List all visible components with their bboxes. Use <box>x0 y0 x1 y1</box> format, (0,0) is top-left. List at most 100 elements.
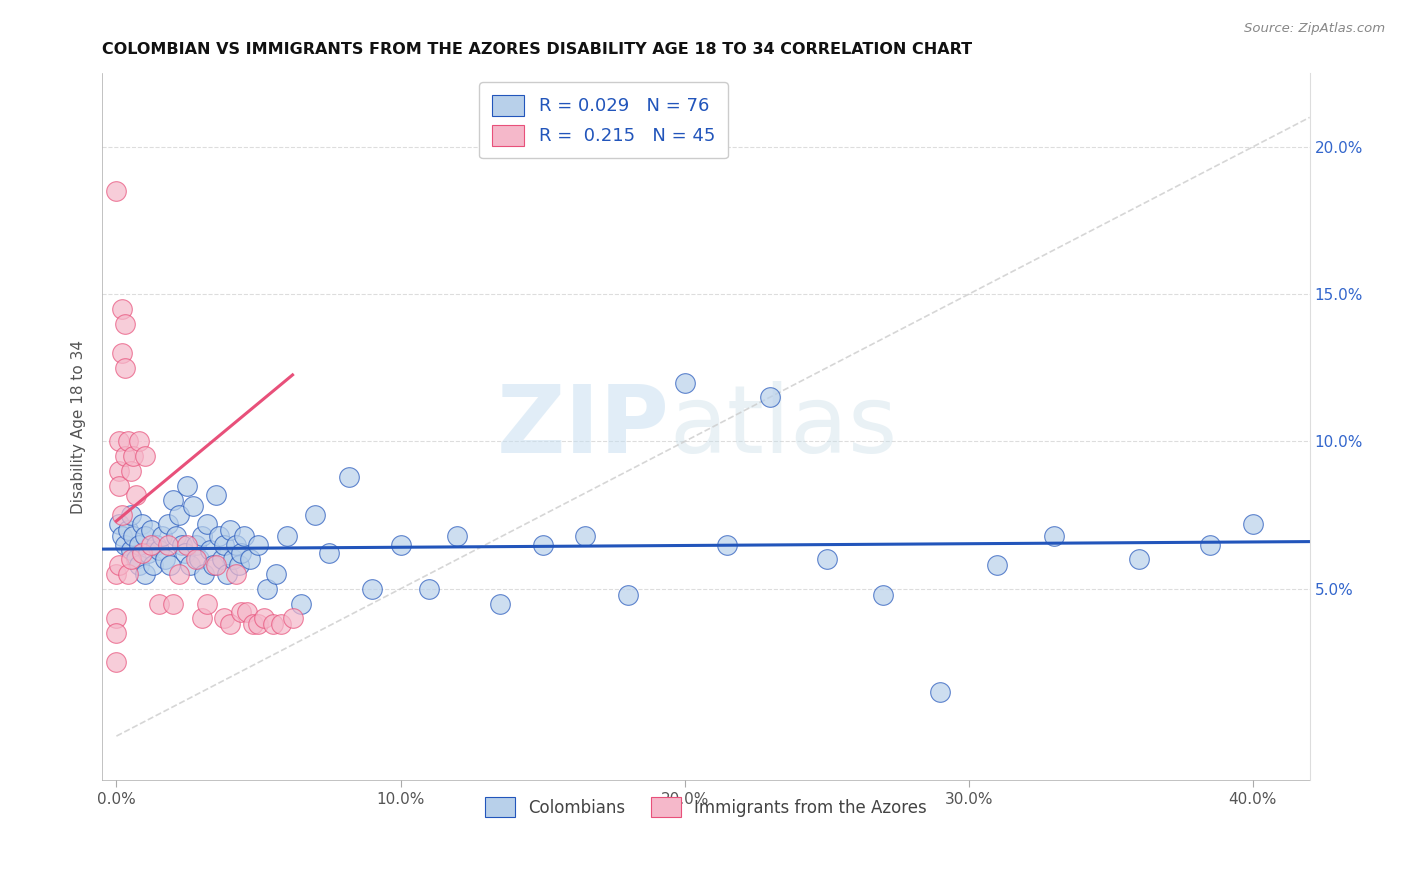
Point <box>114 538 136 552</box>
Point <box>120 543 142 558</box>
Point <box>389 538 412 552</box>
Point <box>242 617 264 632</box>
Point <box>190 611 212 625</box>
Point <box>165 529 187 543</box>
Point <box>108 464 131 478</box>
Point <box>176 538 198 552</box>
Point <box>120 464 142 478</box>
Point <box>128 558 150 573</box>
Point <box>205 558 228 573</box>
Point <box>111 508 134 523</box>
Point <box>162 597 184 611</box>
Point <box>181 500 204 514</box>
Point <box>105 626 128 640</box>
Point <box>247 617 270 632</box>
Text: Source: ZipAtlas.com: Source: ZipAtlas.com <box>1244 22 1385 36</box>
Point <box>153 552 176 566</box>
Point <box>114 360 136 375</box>
Point <box>190 529 212 543</box>
Point <box>239 552 262 566</box>
Point <box>815 552 838 566</box>
Point <box>142 558 165 573</box>
Point <box>134 529 156 543</box>
Point <box>120 508 142 523</box>
Point <box>270 617 292 632</box>
Text: ZIP: ZIP <box>496 381 669 473</box>
Point <box>195 597 218 611</box>
Point <box>156 516 179 531</box>
Point <box>418 582 440 596</box>
Point <box>179 558 201 573</box>
Point <box>167 567 190 582</box>
Point <box>195 516 218 531</box>
Point <box>108 478 131 492</box>
Point <box>184 538 207 552</box>
Point <box>122 449 145 463</box>
Point <box>1043 529 1066 543</box>
Point <box>318 546 340 560</box>
Point <box>446 529 468 543</box>
Point <box>262 617 284 632</box>
Point <box>114 449 136 463</box>
Point <box>122 529 145 543</box>
Point <box>256 582 278 596</box>
Point <box>150 529 173 543</box>
Point <box>105 567 128 582</box>
Point <box>134 449 156 463</box>
Point <box>136 546 159 560</box>
Point <box>231 546 253 560</box>
Point <box>214 538 236 552</box>
Point <box>139 523 162 537</box>
Point <box>173 546 195 560</box>
Point <box>205 487 228 501</box>
Point <box>361 582 384 596</box>
Point <box>108 434 131 449</box>
Point <box>233 529 256 543</box>
Point <box>1241 516 1264 531</box>
Point <box>148 543 170 558</box>
Point <box>105 611 128 625</box>
Point <box>111 346 134 360</box>
Point <box>202 558 225 573</box>
Point <box>198 543 221 558</box>
Point <box>184 552 207 566</box>
Point <box>217 567 239 582</box>
Point <box>1128 552 1150 566</box>
Point <box>531 538 554 552</box>
Point <box>128 538 150 552</box>
Point <box>219 617 242 632</box>
Point <box>105 656 128 670</box>
Point <box>264 567 287 582</box>
Point <box>117 523 139 537</box>
Point <box>337 470 360 484</box>
Point <box>125 487 148 501</box>
Point <box>170 538 193 552</box>
Point <box>489 597 512 611</box>
Point <box>139 538 162 552</box>
Point <box>253 611 276 625</box>
Point <box>108 516 131 531</box>
Point <box>281 611 304 625</box>
Point <box>304 508 326 523</box>
Point <box>219 523 242 537</box>
Point <box>134 567 156 582</box>
Point <box>176 478 198 492</box>
Point <box>617 588 640 602</box>
Point <box>236 606 259 620</box>
Point <box>131 516 153 531</box>
Point <box>114 317 136 331</box>
Point <box>673 376 696 390</box>
Point <box>105 184 128 198</box>
Text: COLOMBIAN VS IMMIGRANTS FROM THE AZORES DISABILITY AGE 18 TO 34 CORRELATION CHAR: COLOMBIAN VS IMMIGRANTS FROM THE AZORES … <box>103 42 973 57</box>
Legend: Colombians, Immigrants from the Azores: Colombians, Immigrants from the Azores <box>477 789 935 825</box>
Point <box>111 529 134 543</box>
Point <box>125 552 148 566</box>
Point <box>128 434 150 449</box>
Point <box>872 588 894 602</box>
Point <box>231 606 253 620</box>
Point <box>117 567 139 582</box>
Point <box>148 597 170 611</box>
Point <box>228 558 250 573</box>
Point <box>716 538 738 552</box>
Point <box>214 611 236 625</box>
